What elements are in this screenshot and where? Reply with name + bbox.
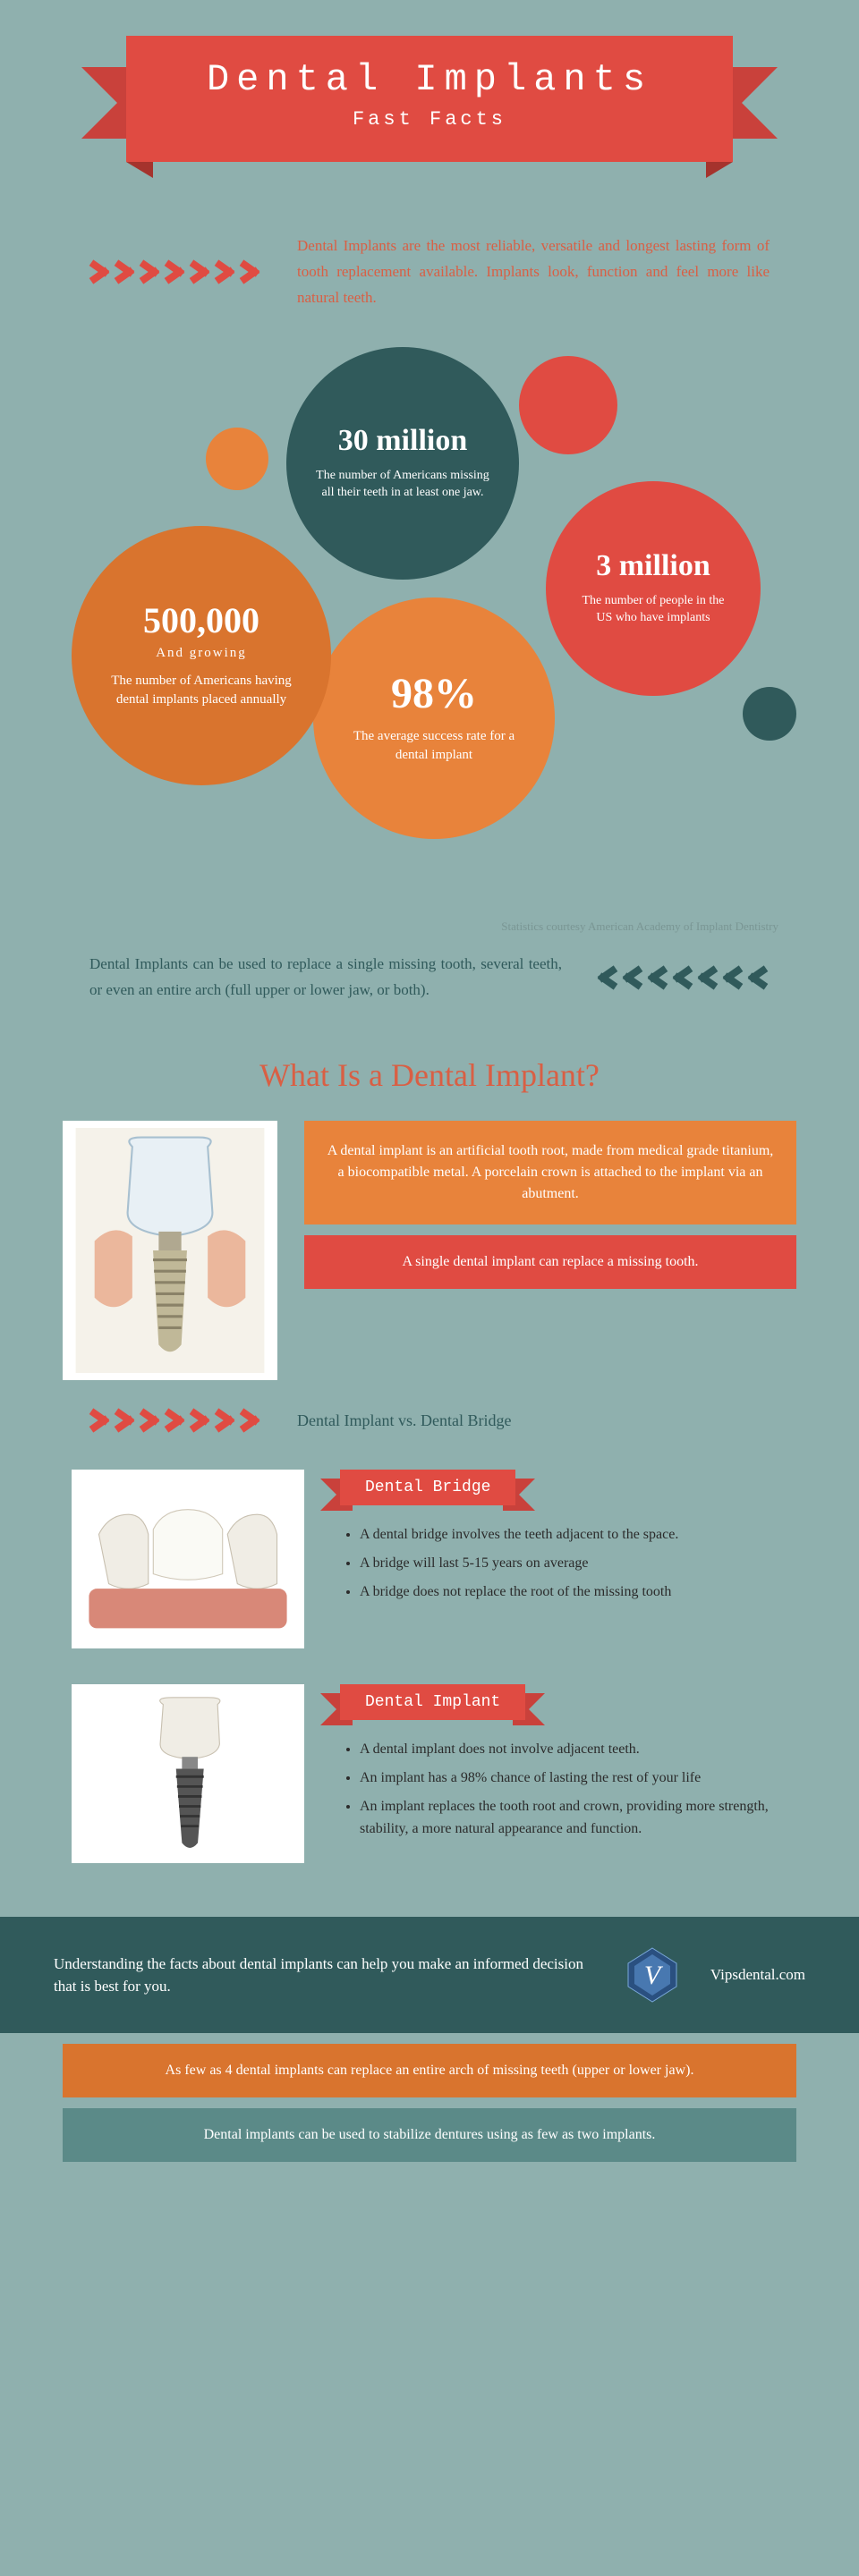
- implant-info-row: A dental implant is an artificial tooth …: [0, 1121, 859, 1380]
- footer-site: Vipsdental.com: [710, 1966, 805, 1984]
- chevron-left-icon: [598, 964, 770, 991]
- stat-circle-c3m: 3 millionThe number of people in the US …: [546, 481, 761, 696]
- intro2-row: Dental Implants can be used to replace a…: [0, 934, 859, 1021]
- header-banner-zone: Dental Implants Fast Facts: [0, 0, 859, 216]
- list-item: An implant replaces the tooth root and c…: [360, 1795, 787, 1841]
- list-item: A dental implant does not involve adjace…: [360, 1738, 787, 1761]
- implant-compare-image: [72, 1684, 304, 1863]
- stat-circle-c30m: 30 millionThe number of Americans missin…: [286, 347, 519, 580]
- page-subtitle: Fast Facts: [207, 108, 652, 131]
- title-banner: Dental Implants Fast Facts: [126, 36, 733, 162]
- bridge-label-banner: Dental Bridge: [340, 1470, 515, 1505]
- section-title-what: What Is a Dental Implant?: [0, 1056, 859, 1094]
- info-box: A single dental implant can replace a mi…: [304, 1235, 796, 1289]
- stat-circle-deco2: [206, 428, 268, 490]
- footer: Understanding the facts about dental imp…: [0, 1917, 859, 2033]
- info-box: Dental implants can be used to stabilize…: [63, 2108, 796, 2162]
- stat-circle-c98: 98%The average success rate for a dental…: [313, 597, 555, 839]
- implant-label: Dental Implant: [340, 1684, 525, 1720]
- bridge-label: Dental Bridge: [340, 1470, 515, 1505]
- implant-diagram-image: [63, 1121, 277, 1380]
- vs-header-row: Dental Implant vs. Dental Bridge: [0, 1380, 859, 1452]
- stat-circle-deco3: [743, 687, 796, 741]
- implant-label-banner: Dental Implant: [340, 1684, 525, 1720]
- intro-row: Dental Implants are the most reliable, v…: [0, 216, 859, 329]
- intro2-text: Dental Implants can be used to replace a…: [89, 952, 562, 1004]
- info-box: A dental implant is an artificial tooth …: [304, 1121, 796, 1224]
- stat-circle-deco1: [519, 356, 617, 454]
- list-item: An implant has a 98% chance of lasting t…: [360, 1767, 787, 1790]
- stat-circle-c500k: 500,000And growingThe number of American…: [72, 526, 331, 785]
- footer-text: Understanding the facts about dental imp…: [54, 1953, 594, 1998]
- chevron-right-icon: [89, 1407, 261, 1434]
- implant-info-boxes: A dental implant is an artificial tooth …: [304, 1121, 796, 1289]
- stats-circles: 30 millionThe number of Americans missin…: [0, 347, 859, 902]
- list-item: A bridge does not replace the root of th…: [360, 1580, 787, 1604]
- info-box: As few as 4 dental implants can replace …: [63, 2044, 796, 2097]
- chevron-right-icon: [89, 258, 261, 285]
- vs-title: Dental Implant vs. Dental Bridge: [297, 1411, 770, 1430]
- list-item: A bridge will last 5-15 years on average: [360, 1552, 787, 1575]
- bridge-image: [72, 1470, 304, 1648]
- footer-logo: V: [621, 1944, 684, 2006]
- list-item: A dental bridge involves the teeth adjac…: [360, 1523, 787, 1546]
- compare-bridge-row: Dental Bridge A dental bridge involves t…: [0, 1452, 859, 1666]
- page-title: Dental Implants: [207, 58, 652, 101]
- intro-text: Dental Implants are the most reliable, v…: [297, 233, 770, 311]
- stats-attribution: Statistics courtesy American Academy of …: [0, 919, 859, 934]
- implant-points: A dental implant does not involve adjace…: [340, 1738, 787, 1840]
- compare-implant-row: Dental Implant A dental implant does not…: [0, 1666, 859, 1881]
- bridge-points: A dental bridge involves the teeth adjac…: [340, 1523, 787, 1603]
